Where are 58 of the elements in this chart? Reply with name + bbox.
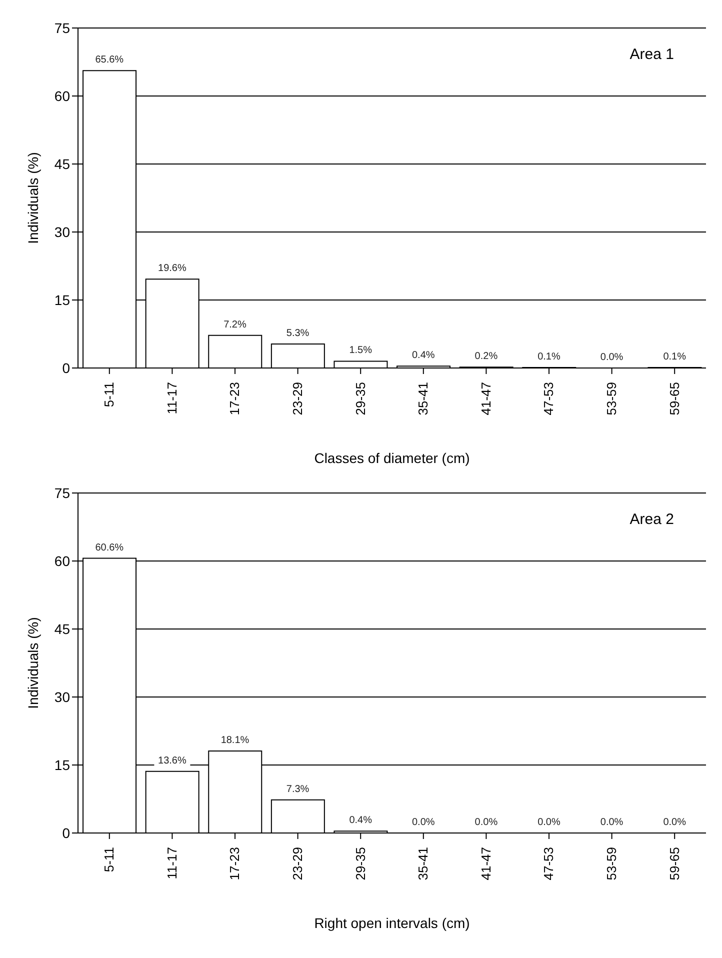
x-tick-label: 47-53 xyxy=(541,847,556,880)
x-tick-label: 29-35 xyxy=(352,382,368,416)
y-tick-label: 75 xyxy=(54,484,70,501)
data-label: 1.5% xyxy=(349,345,372,356)
y-tick-label: 45 xyxy=(54,156,70,172)
data-label: 0.0% xyxy=(600,352,624,363)
y-tick-label: 0 xyxy=(62,360,70,376)
x-tick-label: 59-65 xyxy=(666,382,682,416)
data-label: 0.0% xyxy=(474,817,498,828)
y-axis-title: Individuals (%) xyxy=(24,152,41,244)
x-tick-label: 53-59 xyxy=(604,847,620,880)
data-label: 19.6% xyxy=(158,263,186,274)
x-axis-title: Right open intervals (cm) xyxy=(314,915,470,931)
x-tick-label: 35-41 xyxy=(416,382,431,416)
x-tick-label: 29-35 xyxy=(352,847,368,880)
y-axis-title: Individuals (%) xyxy=(24,617,41,709)
x-tick-label: 17-23 xyxy=(227,382,242,416)
data-label: 5.3% xyxy=(286,328,310,339)
x-axis-title: Classes of diameter (cm) xyxy=(314,450,470,466)
x-tick-label: 47-53 xyxy=(541,382,556,416)
data-label: 18.1% xyxy=(220,734,250,746)
y-tick-label: 15 xyxy=(54,292,70,308)
x-tick-label: 35-41 xyxy=(416,847,431,880)
x-tick-label: 59-65 xyxy=(666,847,682,880)
y-tick-label: 60 xyxy=(54,88,70,104)
x-tick-label: 41-47 xyxy=(478,382,494,416)
data-label: 7.2% xyxy=(224,319,247,330)
x-tick-label: 5-11 xyxy=(102,847,117,872)
x-tick-label: 5-11 xyxy=(102,382,117,408)
y-tick-label: 75 xyxy=(54,20,70,36)
data-label: 0.2% xyxy=(474,351,498,362)
annotation: Area 2 xyxy=(630,511,674,528)
data-label: 0.4% xyxy=(349,815,372,826)
x-tick-label: 53-59 xyxy=(604,382,620,416)
data-label: 65.6% xyxy=(95,54,124,66)
x-tick-label: 23-29 xyxy=(290,847,306,880)
y-tick-label: 30 xyxy=(54,688,70,705)
data-label: 0.0% xyxy=(412,817,435,828)
x-tick-label: 17-23 xyxy=(227,847,242,880)
annotation: Area 1 xyxy=(630,46,674,63)
data-label: 0.0% xyxy=(538,817,561,828)
x-tick-label: 11-17 xyxy=(164,382,180,414)
data-label: 0.1% xyxy=(538,352,561,363)
y-tick-label: 0 xyxy=(62,824,70,841)
data-label: 0.1% xyxy=(663,352,686,363)
data-label: 7.3% xyxy=(286,784,310,795)
data-label: 0.0% xyxy=(663,817,686,828)
x-tick-label: 11-17 xyxy=(164,847,180,880)
x-tick-label: 41-47 xyxy=(478,847,494,880)
data-label: 0.4% xyxy=(412,350,435,362)
data-label: 13.6% xyxy=(158,755,186,766)
data-label: 0.0% xyxy=(600,817,624,828)
y-tick-label: 30 xyxy=(54,224,70,240)
y-tick-label: 45 xyxy=(54,620,70,637)
y-tick-label: 60 xyxy=(54,552,70,569)
x-tick-label: 23-29 xyxy=(290,382,306,416)
y-tick-label: 15 xyxy=(54,756,70,773)
data-label: 60.6% xyxy=(95,542,124,554)
